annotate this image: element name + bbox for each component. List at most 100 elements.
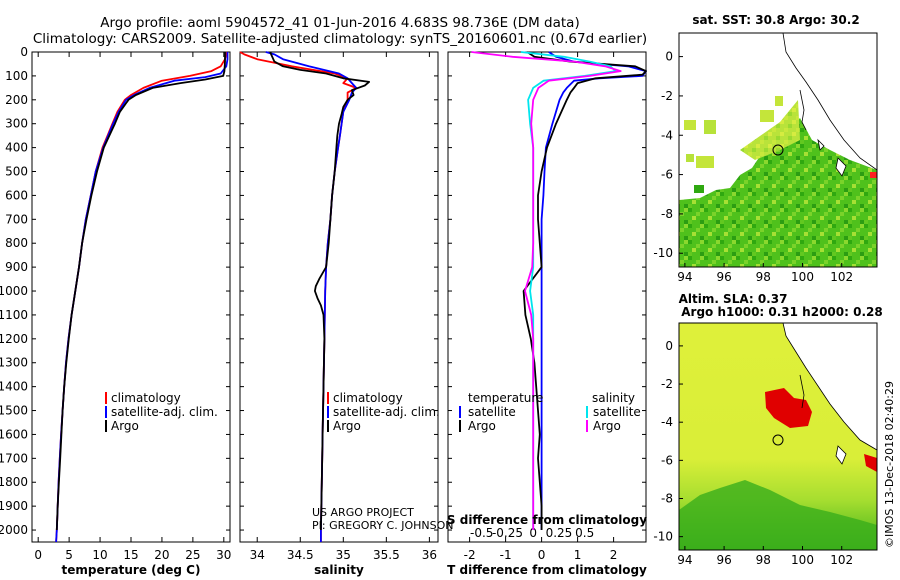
legend-label-salinity-satellite: satellite: [593, 405, 641, 419]
x-tick-label: 35: [336, 548, 351, 562]
x-tick-label: 0: [34, 548, 42, 562]
map-x-tick-label: 98: [756, 270, 771, 284]
legend-temperature-header: temperature: [468, 391, 543, 405]
depth-tick-label: 0: [20, 45, 28, 59]
series-line-climatology: [55, 51, 228, 543]
sst-field-south: [679, 118, 877, 267]
map-y-tick-label: -2: [661, 89, 673, 103]
temperature-legend: climatology satellite-adj. clim. Argo: [105, 391, 218, 433]
depth-tick-label: 1600: [0, 427, 28, 441]
depth-tick-label: 1900: [0, 499, 28, 513]
map-y-tick-label: -2: [661, 377, 673, 391]
sla-map: [678, 322, 878, 551]
sst-field-warm: [740, 100, 800, 160]
map-y-tick-label: -8: [661, 491, 673, 505]
depth-tick-label: 1200: [0, 332, 28, 346]
sla-field-low: [679, 480, 877, 550]
salinity-xlabel: salinity: [314, 563, 364, 577]
depth-tick-label: 600: [5, 188, 28, 202]
sla-map-title: Altim. SLA: 0.37: [679, 292, 788, 306]
x2-tick-label: 0.5: [575, 526, 594, 540]
sst-patch-hot: [870, 172, 877, 178]
depth-tick-label: 100: [5, 69, 28, 83]
map-x-tick-label: 98: [756, 553, 771, 567]
x-tick-label: 34.5: [287, 548, 314, 562]
figure-title-line1: Argo profile: aoml 5904572_41 01-Jun-201…: [100, 15, 579, 31]
sst-argo-position-marker: [772, 144, 784, 156]
depth-tick-label: 200: [5, 93, 28, 107]
x2-tick-label: -0.25: [492, 526, 523, 540]
x2-tick-label: -0.5: [470, 526, 493, 540]
map-x-tick-label: 94: [677, 553, 692, 567]
x-tick-label: 15: [123, 548, 138, 562]
series-line-argo: [55, 52, 226, 531]
sla-island: [835, 445, 847, 465]
depth-tick-label: 2000: [0, 523, 28, 537]
imos-watermark: ©IMOS 13-Dec-2018 02:40:29: [883, 381, 896, 548]
legend-label-argo: Argo: [333, 419, 361, 433]
sst-patch: [696, 156, 714, 168]
x-tick-label: 5: [65, 548, 73, 562]
x-tick-label: -2: [464, 548, 476, 562]
series-line-temperature-argo: [522, 51, 647, 530]
legend-label-climatology: climatology: [111, 391, 181, 405]
depth-tick-label: 1300: [0, 356, 28, 370]
x-tick-label: 2: [610, 548, 618, 562]
depth-tick-label: 1700: [0, 451, 28, 465]
sst-patch: [686, 154, 694, 162]
series-line-salinity-argo: [471, 51, 622, 530]
map-x-tick-label: 100: [791, 270, 814, 284]
sst-island: [817, 138, 825, 151]
depth-tick-label: 900: [5, 260, 28, 274]
x-tick-label: 25: [185, 548, 200, 562]
map-y-tick-label: -6: [661, 168, 673, 182]
series-line-satellite-adj-clim-: [55, 52, 229, 543]
depth-tick-label: 500: [5, 165, 28, 179]
x-tick-label: 36: [422, 548, 437, 562]
legend-label-satellite: satellite-adj. clim.: [333, 405, 440, 419]
sla-map-subtitle: Argo h1000: 0.31 h2000: 0.28: [681, 305, 882, 319]
map-y-tick-label: 0: [665, 339, 673, 353]
x-tick-label: 20: [154, 548, 169, 562]
map-y-tick-label: -4: [661, 415, 673, 429]
depth-tick-label: 800: [5, 236, 28, 250]
depth-tick-label: 300: [5, 117, 28, 131]
legend-label-satellite: satellite-adj. clim.: [111, 405, 218, 419]
series-line-argo: [269, 51, 371, 531]
legend-label-argo: Argo: [111, 419, 139, 433]
sst-patch: [704, 120, 716, 134]
sst-map: [678, 32, 878, 268]
x2-tick-label: 0: [529, 526, 537, 540]
figure-title-line2: Climatology: CARS2009. Satellite-adjuste…: [33, 31, 647, 47]
x-tick-label: 30: [216, 548, 231, 562]
x-tick-label: 34: [250, 548, 265, 562]
map-y-tick-label: -10: [653, 530, 673, 544]
sla-anomaly-high: [864, 454, 877, 472]
map-x-tick-label: 102: [830, 553, 853, 567]
difference-legend: temperature satellite Argo salinity sate…: [459, 391, 641, 433]
series-line-satellite-adj-clim-: [265, 51, 358, 542]
map-x-tick-label: 96: [716, 270, 731, 284]
depth-tick-label: 1100: [0, 308, 28, 322]
salinity-legend: climatology satellite-adj. clim. Argo: [327, 391, 440, 433]
credit-pi: PI: GREGORY C. JOHNSON: [312, 519, 453, 532]
map-x-tick-label: 96: [716, 553, 731, 567]
sla-anomaly-high: [765, 388, 812, 428]
sla-map-axes: 94 96 98 100 102 0 -2 -4 -6 -8 -10: [653, 339, 853, 567]
sst-patch: [684, 120, 696, 130]
difference-xlabel: T difference from climatology: [447, 563, 647, 577]
salinity-difference-xlabel: S difference from climatology: [447, 513, 647, 527]
credit-project: US ARGO PROJECT: [312, 506, 414, 519]
x2-tick-label: 0.25: [546, 526, 573, 540]
sst-map-frame: [678, 32, 878, 268]
temperature-xlabel: temperature (deg C): [62, 563, 201, 577]
map-y-tick-label: -10: [653, 246, 673, 260]
profile-lines: [55, 51, 647, 543]
map-x-tick-label: 102: [830, 270, 853, 284]
depth-tick-label: 1800: [0, 475, 28, 489]
sst-island: [835, 157, 847, 177]
salinity-panel-frame: [239, 51, 439, 543]
map-x-tick-label: 100: [791, 553, 814, 567]
depth-axis: 0 100 200 300 400 500 600 700 800 900 1000 1100 1200…: [0, 45, 28, 537]
